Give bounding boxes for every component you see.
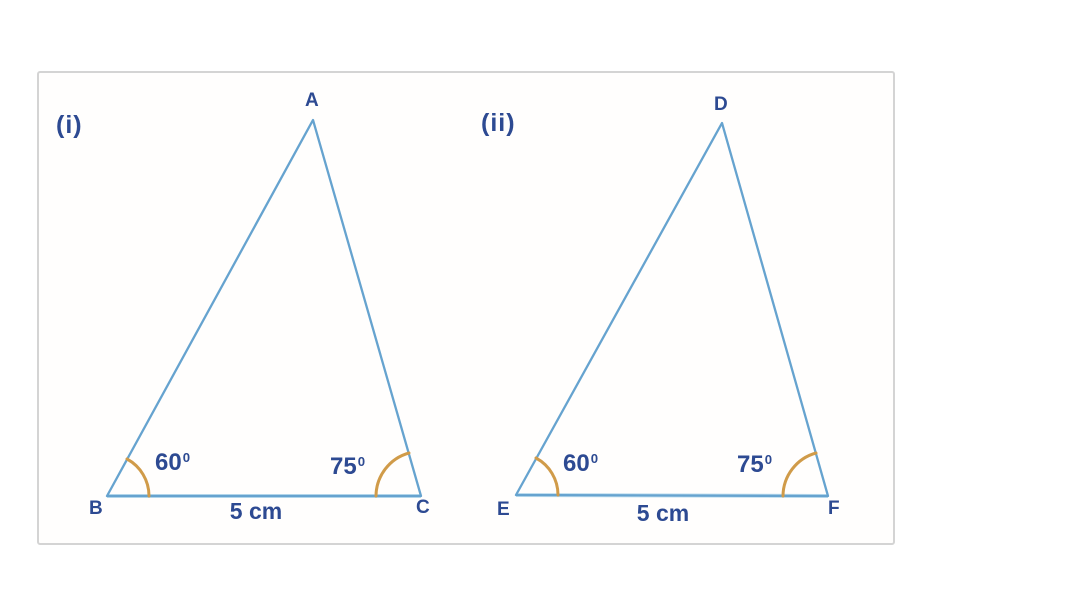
angle-label-c: 750 [330, 455, 365, 479]
figure-index-i: (i) [56, 111, 83, 139]
figure-index-ii: (ii) [481, 109, 516, 137]
base-length-def: 5 cm [636, 500, 690, 526]
vertex-label-d: D [714, 94, 728, 115]
angle-degree-sup: 0 [357, 454, 366, 470]
vertex-label-c: C [416, 497, 430, 518]
vertex-label-b: B [89, 498, 103, 519]
vertex-label-e: E [497, 499, 510, 520]
angle-degree-sup: 0 [182, 450, 191, 466]
base-length-abc: 5 cm [229, 498, 283, 524]
angle-value: 75 [330, 453, 357, 480]
angle-label-b: 600 [155, 451, 190, 475]
angle-degree-sup: 0 [764, 452, 773, 468]
angle-label-f: 750 [737, 453, 772, 477]
angle-degree-sup: 0 [590, 451, 599, 467]
angle-label-e: 600 [563, 452, 598, 476]
angle-value: 75 [737, 451, 764, 478]
vertex-label-f: F [828, 498, 840, 519]
vertex-label-a: A [305, 90, 319, 111]
angle-value: 60 [155, 449, 182, 476]
angle-value: 60 [563, 450, 590, 477]
